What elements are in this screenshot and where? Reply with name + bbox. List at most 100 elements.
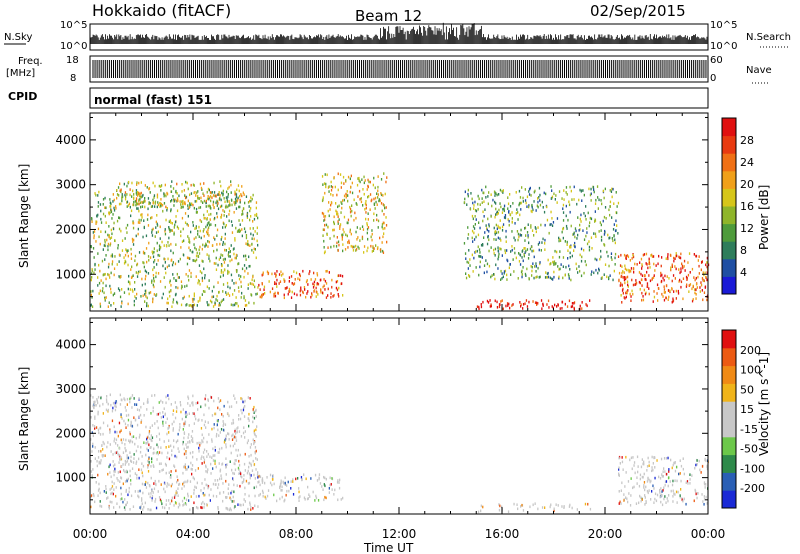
range-gate-cell — [118, 453, 120, 457]
range-gate-cell — [680, 252, 682, 256]
range-gate-cell — [495, 202, 497, 205]
range-gate-cell — [194, 200, 196, 203]
range-gate-cell — [181, 487, 183, 490]
range-gate-cell — [239, 205, 241, 209]
range-gate-cell — [501, 211, 504, 214]
range-gate-cell — [575, 229, 577, 233]
nave-tick-top: 60 — [710, 55, 723, 66]
range-gate-cell — [496, 306, 499, 309]
range-gate-cell — [502, 208, 504, 211]
range-gate-cell — [337, 215, 339, 218]
range-gate-cell — [137, 270, 140, 274]
range-gate-cell — [651, 255, 654, 258]
range-gate-cell — [656, 292, 658, 295]
range-gate-cell — [663, 457, 666, 460]
range-gate-cell — [206, 210, 208, 213]
range-gate-cell — [232, 293, 234, 296]
range-gate-cell — [511, 230, 513, 233]
range-gate-cell — [235, 436, 237, 439]
range-gate-cell — [132, 189, 134, 193]
range-gate-cell — [138, 181, 140, 185]
range-gate-cell — [541, 200, 543, 204]
range-gate-cell — [196, 211, 198, 214]
range-gate-cell — [293, 270, 295, 273]
range-gate-cell — [562, 211, 565, 214]
range-gate-cell — [599, 221, 601, 224]
range-gate-cell — [234, 430, 236, 433]
range-gate-cell — [177, 276, 179, 279]
range-gate-cell — [154, 497, 157, 501]
range-gate-cell — [561, 197, 563, 200]
range-gate-cell — [200, 489, 202, 492]
range-gate-cell — [706, 278, 708, 282]
range-gate-cell — [201, 482, 203, 485]
range-gate-cell — [198, 197, 200, 200]
range-gate-cell — [130, 268, 132, 271]
range-gate-cell — [622, 287, 624, 291]
range-gate-cell — [197, 419, 199, 422]
range-gate-cell — [211, 414, 214, 417]
range-gate-cell — [226, 281, 229, 285]
range-gate-cell — [377, 175, 379, 178]
range-gate-cell — [499, 237, 501, 240]
range-gate-cell — [475, 235, 477, 239]
range-gate-cell — [603, 233, 606, 236]
range-gate-cell — [203, 234, 205, 238]
range-gate-cell — [140, 405, 142, 409]
range-gate-cell — [586, 242, 589, 246]
range-gate-cell — [635, 281, 638, 285]
range-gate-cell — [141, 195, 143, 198]
range-gate-cell — [535, 230, 537, 234]
range-gate-cell — [614, 263, 616, 266]
range-gate-cell — [356, 183, 359, 187]
range-gate-cell — [129, 397, 131, 401]
range-gate-cell — [135, 199, 138, 202]
range-gate-cell — [609, 200, 612, 204]
range-gate-cell — [329, 208, 331, 211]
range-gate-cell — [332, 228, 334, 232]
range-gate-cell — [222, 491, 225, 494]
range-gate-cell — [384, 192, 386, 196]
range-gate-cell — [320, 278, 322, 282]
range-gate-cell — [144, 483, 146, 486]
range-gate-cell — [352, 249, 355, 252]
range-gate-cell — [211, 456, 213, 459]
range-gate-cell — [243, 295, 245, 298]
range-gate-cell — [521, 250, 523, 253]
range-gate-cell — [534, 502, 536, 505]
range-gate-cell — [189, 193, 191, 197]
range-gate-cell — [334, 488, 336, 492]
noise-left-tick-bottom: 10^0 — [60, 41, 87, 52]
range-gate-cell — [138, 251, 141, 254]
range-gate-cell — [288, 489, 290, 493]
range-gate-cell — [142, 474, 144, 478]
range-gate-cell — [177, 478, 179, 482]
colorbar-tick-label: 28 — [740, 134, 754, 147]
range-gate-cell — [253, 473, 255, 477]
range-gate-cell — [498, 305, 501, 309]
range-gate-cell — [176, 480, 178, 484]
range-gate-cell — [479, 265, 481, 269]
range-gate-cell — [152, 464, 154, 467]
range-gate-cell — [113, 437, 116, 441]
range-gate-cell — [699, 286, 701, 289]
range-gate-cell — [124, 422, 127, 426]
range-gate-cell — [183, 239, 185, 243]
range-gate-cell — [363, 175, 365, 179]
range-gate-cell — [565, 191, 567, 194]
range-gate-cell — [539, 199, 541, 202]
range-gate-cell — [202, 500, 204, 504]
range-gate-cell — [185, 273, 187, 276]
range-gate-cell — [308, 493, 310, 496]
range-gate-cell — [575, 262, 577, 266]
range-gate-cell — [311, 293, 313, 297]
range-gate-cell — [213, 249, 215, 253]
range-gate-cell — [327, 246, 329, 249]
range-gate-cell — [482, 505, 484, 509]
range-gate-cell — [104, 196, 106, 200]
range-gate-cell — [181, 499, 184, 503]
range-gate-cell — [148, 457, 150, 461]
range-gate-cell — [610, 256, 612, 259]
range-gate-cell — [553, 263, 555, 266]
